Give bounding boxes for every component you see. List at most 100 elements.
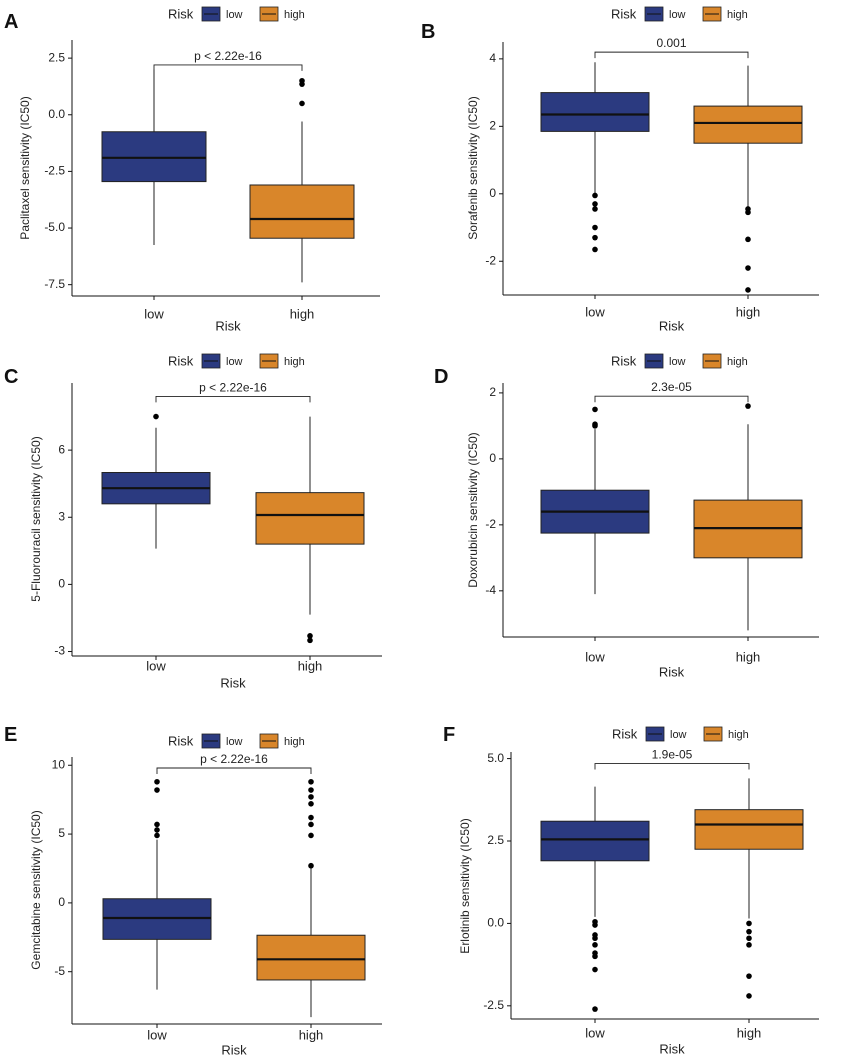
legend-label-high: high — [727, 356, 748, 368]
outlier-point — [746, 942, 752, 948]
legend-title: Risk — [611, 353, 637, 368]
box-low — [540, 786, 650, 1012]
panel-d: D Risk low high -4 -2 0 2 low high Risk Doxorubicin… — [434, 353, 819, 679]
outlier-point — [592, 206, 598, 212]
y-tick-label: 0 — [489, 451, 496, 465]
outlier-point — [746, 928, 752, 935]
box-high — [693, 65, 803, 293]
x-tick-label-low: low — [147, 1027, 167, 1042]
y-tick-label: -5 — [54, 964, 65, 978]
p-value-label: p < 2.22e-16 — [200, 752, 268, 766]
outlier-point — [308, 778, 314, 785]
y-tick-label: 0 — [58, 577, 65, 591]
box-high — [256, 778, 366, 1018]
x-tick-label-high: high — [290, 306, 315, 321]
box-iqr — [693, 105, 803, 144]
significance-bracket: 2.3e-05 — [594, 380, 749, 403]
y-tick-label: 2 — [489, 119, 496, 133]
panel-letter-f: F — [443, 724, 455, 746]
outlier-point — [307, 637, 313, 644]
outlier-point — [299, 100, 305, 107]
y-axis-label: 5-Fluorouracil sensitivity (IC50) — [29, 436, 43, 601]
y-tick-label: -2 — [485, 517, 496, 531]
legend-label-high: high — [284, 9, 305, 21]
legend-key-low: low — [201, 733, 243, 749]
outlier-point — [592, 234, 598, 241]
outlier-point — [592, 1006, 598, 1012]
x-tick-label-high: high — [298, 658, 323, 673]
outlier-point — [745, 287, 751, 293]
outlier-point — [592, 935, 598, 942]
box-iqr — [694, 809, 804, 850]
x-tick-label-low: low — [585, 1025, 605, 1040]
panel-letter-c: C — [4, 366, 18, 388]
legend-key-low: low — [201, 6, 243, 22]
panel-letter-b: B — [421, 21, 435, 43]
legend-key-low: low — [644, 6, 686, 22]
legend-key-low: low — [644, 353, 686, 369]
box-high — [693, 403, 803, 631]
x-axis-label: Risk — [215, 318, 241, 333]
outlier-point — [299, 77, 305, 84]
outlier-point — [592, 192, 598, 199]
y-tick-label: 2 — [489, 385, 496, 399]
outlier-point — [154, 832, 160, 839]
legend-key-low: low — [201, 353, 243, 369]
panel-f: F Risk low high -2.5 0.0 2.5 5.0 low high Risk Erlo… — [443, 724, 819, 1055]
legend-label-high: high — [284, 356, 305, 368]
bracket-line — [155, 395, 311, 403]
significance-bracket: 0.001 — [594, 36, 749, 59]
outlier-point — [745, 265, 751, 271]
box-low — [101, 69, 207, 246]
legend-key-high: high — [702, 353, 748, 369]
outlier-point — [746, 973, 752, 979]
y-tick-label: -4 — [485, 583, 496, 597]
outlier-point — [745, 403, 751, 409]
x-tick-label-high: high — [736, 649, 761, 664]
y-tick-label: 2.5 — [487, 833, 504, 847]
y-tick-label: -7.5 — [44, 277, 65, 291]
bracket-line — [594, 763, 750, 770]
outlier-point — [592, 224, 598, 231]
box-iqr — [255, 492, 365, 545]
outlier-point — [308, 821, 314, 828]
legend-label-low: low — [669, 356, 686, 368]
x-axis-label: Risk — [659, 1041, 685, 1055]
y-axis-label: Sorafenib sensitivity (IC50) — [466, 96, 480, 239]
y-axis-label: Gemcitabine sensitivity (IC50) — [29, 810, 43, 969]
p-value-label: 1.9e-05 — [652, 748, 693, 762]
x-tick-label-low: low — [144, 306, 164, 321]
y-tick-label: 5.0 — [487, 751, 504, 765]
outlier-point — [153, 413, 159, 420]
x-axis-label: Risk — [221, 1042, 247, 1055]
outlier-point — [308, 814, 314, 821]
significance-bracket: p < 2.22e-16 — [156, 752, 312, 775]
legend-label-low: low — [226, 736, 243, 748]
y-tick-label: 6 — [58, 442, 65, 456]
panel-e: E Risk low high -5 0 5 10 low high Risk Gemcitabine… — [4, 724, 382, 1055]
outlier-point — [745, 209, 751, 216]
bracket-line — [153, 64, 303, 71]
box-low — [540, 406, 650, 595]
outlier-point — [592, 922, 598, 928]
p-value-label: p < 2.22e-16 — [194, 49, 262, 63]
x-axis-label: Risk — [659, 318, 685, 333]
outlier-point — [746, 935, 752, 942]
outlier-point — [154, 827, 160, 833]
outlier-point — [746, 920, 752, 927]
y-tick-label: 0 — [58, 895, 65, 909]
bracket-line — [594, 395, 749, 403]
y-tick-label: -2.5 — [483, 998, 504, 1012]
box-high — [694, 778, 804, 999]
box-iqr — [256, 934, 366, 981]
legend-key-high: high — [259, 733, 305, 749]
legend-title: Risk — [168, 353, 194, 368]
y-tick-label: 0.0 — [48, 107, 65, 121]
outlier-point — [308, 787, 314, 793]
outlier-point — [308, 832, 314, 839]
x-tick-label-low: low — [585, 304, 605, 319]
legend-f: Risk low high — [612, 726, 749, 741]
box-iqr — [540, 820, 650, 862]
